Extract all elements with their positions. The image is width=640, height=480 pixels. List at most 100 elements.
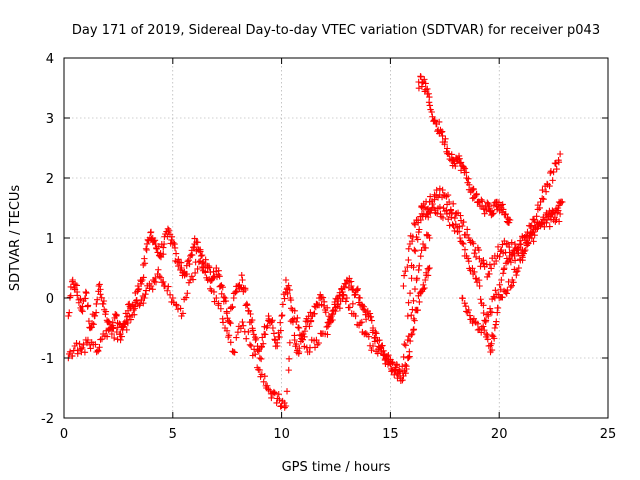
- data-point-marker: [367, 313, 375, 321]
- data-point-marker: [274, 342, 281, 350]
- data-point-marker: [271, 389, 279, 397]
- data-point-marker: [470, 315, 478, 322]
- data-point-marker: [143, 240, 151, 248]
- y-tick-label: 1: [46, 232, 54, 247]
- data-point-marker: [408, 330, 416, 338]
- data-point-marker: [513, 271, 520, 279]
- data-point-marker: [98, 335, 106, 343]
- data-point-marker: [498, 276, 505, 284]
- data-point-marker: [66, 348, 74, 356]
- data-point-marker: [559, 198, 566, 206]
- data-point-marker: [320, 302, 328, 309]
- data-point-marker: [173, 302, 180, 309]
- data-point-marker: [156, 252, 163, 260]
- data-point-marker: [342, 298, 350, 305]
- data-point-marker: [359, 302, 366, 309]
- data-point-marker: [160, 250, 167, 258]
- data-point-marker: [268, 394, 275, 402]
- data-point-marker: [73, 282, 81, 289]
- data-point-marker: [299, 336, 307, 343]
- data-point-marker: [490, 335, 498, 342]
- data-point-marker: [402, 369, 409, 377]
- data-point-marker: [100, 297, 108, 305]
- data-point-marker: [473, 191, 480, 198]
- data-point-marker: [96, 281, 103, 288]
- data-point-marker: [480, 260, 487, 267]
- data-point-marker: [183, 262, 190, 269]
- data-point-marker: [476, 282, 483, 290]
- x-tick-label: 20: [491, 427, 508, 442]
- data-point-marker: [259, 334, 266, 341]
- data-point-marker: [442, 135, 449, 143]
- data-point-marker: [238, 272, 245, 279]
- data-point-marker: [294, 324, 302, 331]
- data-point-marker: [514, 268, 521, 275]
- data-point-marker: [160, 244, 167, 251]
- data-point-marker: [194, 239, 201, 246]
- data-point-marker: [556, 210, 564, 218]
- data-point-marker: [123, 326, 130, 334]
- data-point-marker: [470, 186, 477, 193]
- data-point-marker: [324, 304, 331, 312]
- data-point-marker: [373, 330, 380, 337]
- data-point-marker: [278, 311, 286, 319]
- data-point-marker: [404, 263, 411, 271]
- data-point-marker: [402, 361, 409, 369]
- data-point-marker: [426, 193, 434, 200]
- data-point-marker: [76, 340, 83, 348]
- data-point-marker: [488, 309, 496, 316]
- data-point-marker: [233, 334, 240, 341]
- data-point-marker: [157, 274, 165, 281]
- data-point-marker: [268, 318, 275, 326]
- data-point-marker: [69, 352, 76, 360]
- data-point-marker: [232, 289, 239, 296]
- data-point-marker: [186, 260, 193, 268]
- data-point-marker: [223, 327, 231, 335]
- data-point-marker: [90, 321, 97, 328]
- data-point-marker: [475, 246, 483, 254]
- data-point-marker: [322, 309, 330, 316]
- data-point-marker: [249, 327, 257, 334]
- data-point-marker: [542, 188, 550, 195]
- data-point-marker: [245, 328, 252, 336]
- data-point-marker: [457, 212, 464, 219]
- data-point-marker: [408, 237, 416, 245]
- data-point-marker: [84, 302, 92, 309]
- axis-ticks: 0 5 10 15 20 25 -2 -1 0 1 2 3 4: [41, 52, 616, 442]
- data-point-marker: [515, 264, 522, 272]
- data-point-marker: [204, 276, 211, 284]
- data-point-marker: [536, 204, 543, 212]
- data-point-marker: [488, 331, 496, 339]
- data-point-marker: [380, 352, 387, 359]
- data-point-marker: [165, 283, 172, 290]
- data-point-marker: [410, 297, 417, 304]
- data-point-marker: [541, 223, 548, 231]
- data-point-marker: [446, 155, 453, 163]
- data-point-marker: [555, 158, 563, 166]
- data-point-marker: [209, 274, 217, 282]
- data-point-marker: [374, 350, 381, 357]
- data-point-marker: [393, 361, 401, 369]
- data-point-marker: [422, 244, 429, 252]
- data-point-marker: [332, 307, 339, 315]
- data-point-marker: [108, 330, 116, 338]
- data-point-marker: [281, 295, 288, 302]
- data-point-marker: [421, 76, 428, 83]
- data-point-marker: [222, 297, 230, 305]
- data-point-marker: [247, 342, 255, 350]
- data-point-marker: [439, 186, 446, 194]
- data-point-marker: [231, 349, 238, 356]
- data-point-marker: [429, 113, 436, 120]
- data-point-marker: [439, 214, 447, 222]
- data-point-marker: [362, 330, 369, 337]
- data-point-marker: [260, 378, 267, 386]
- data-point-marker: [324, 322, 332, 330]
- data-point-marker: [492, 257, 500, 265]
- data-point-marker: [426, 234, 433, 242]
- data-point-marker: [270, 330, 278, 337]
- data-point-marker: [496, 253, 503, 260]
- data-point-marker: [511, 257, 519, 264]
- data-point-marker: [215, 300, 222, 307]
- data-point-marker: [417, 253, 424, 260]
- data-point-marker: [250, 346, 258, 353]
